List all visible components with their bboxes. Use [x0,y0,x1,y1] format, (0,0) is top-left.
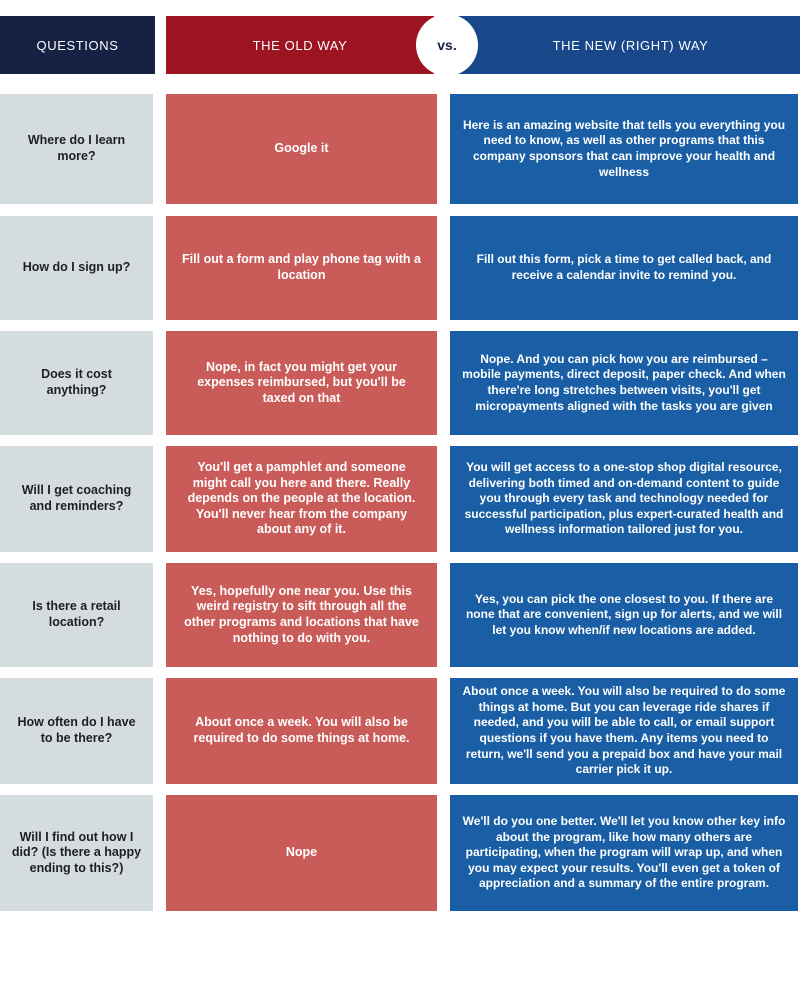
new-way-cell: Fill out this form, pick a time to get c… [450,216,798,320]
old-way-cell: You'll get a pamphlet and someone might … [166,446,437,552]
old-way-cell: Nope [166,795,437,911]
old-way-cell: Yes, hopefully one near you. Use this we… [166,563,437,667]
question-cell: Is there a retail location? [0,563,153,667]
question-cell: How often do I have to be there? [0,678,153,784]
question-cell: Will I get coaching and reminders? [0,446,153,552]
question-cell: Does it cost anything? [0,331,153,435]
vs-badge: vs. [416,14,478,76]
question-cell: Where do I learn more? [0,94,153,204]
old-way-cell: Nope, in fact you might get your expense… [166,331,437,435]
old-way-cell: Fill out a form and play phone tag with … [166,216,437,320]
questions-header: QUESTIONS [0,16,155,74]
old-way-cell: Google it [166,94,437,204]
old-way-cell: About once a week. You will also be requ… [166,678,437,784]
old-way-header: THE OLD WAY [166,16,434,74]
new-way-cell: Yes, you can pick the one closest to you… [450,563,798,667]
new-way-header: THE NEW (RIGHT) WAY [451,16,800,74]
new-way-cell: We'll do you one better. We'll let you k… [450,795,798,911]
question-cell: Will I find out how I did? (Is there a h… [0,795,153,911]
new-way-cell: About once a week. You will also be requ… [450,678,798,784]
new-way-cell: Nope. And you can pick how you are reimb… [450,331,798,435]
new-way-cell: Here is an amazing website that tells yo… [450,94,798,204]
new-way-cell: You will get access to a one-stop shop d… [450,446,798,552]
question-cell: How do I sign up? [0,216,153,320]
